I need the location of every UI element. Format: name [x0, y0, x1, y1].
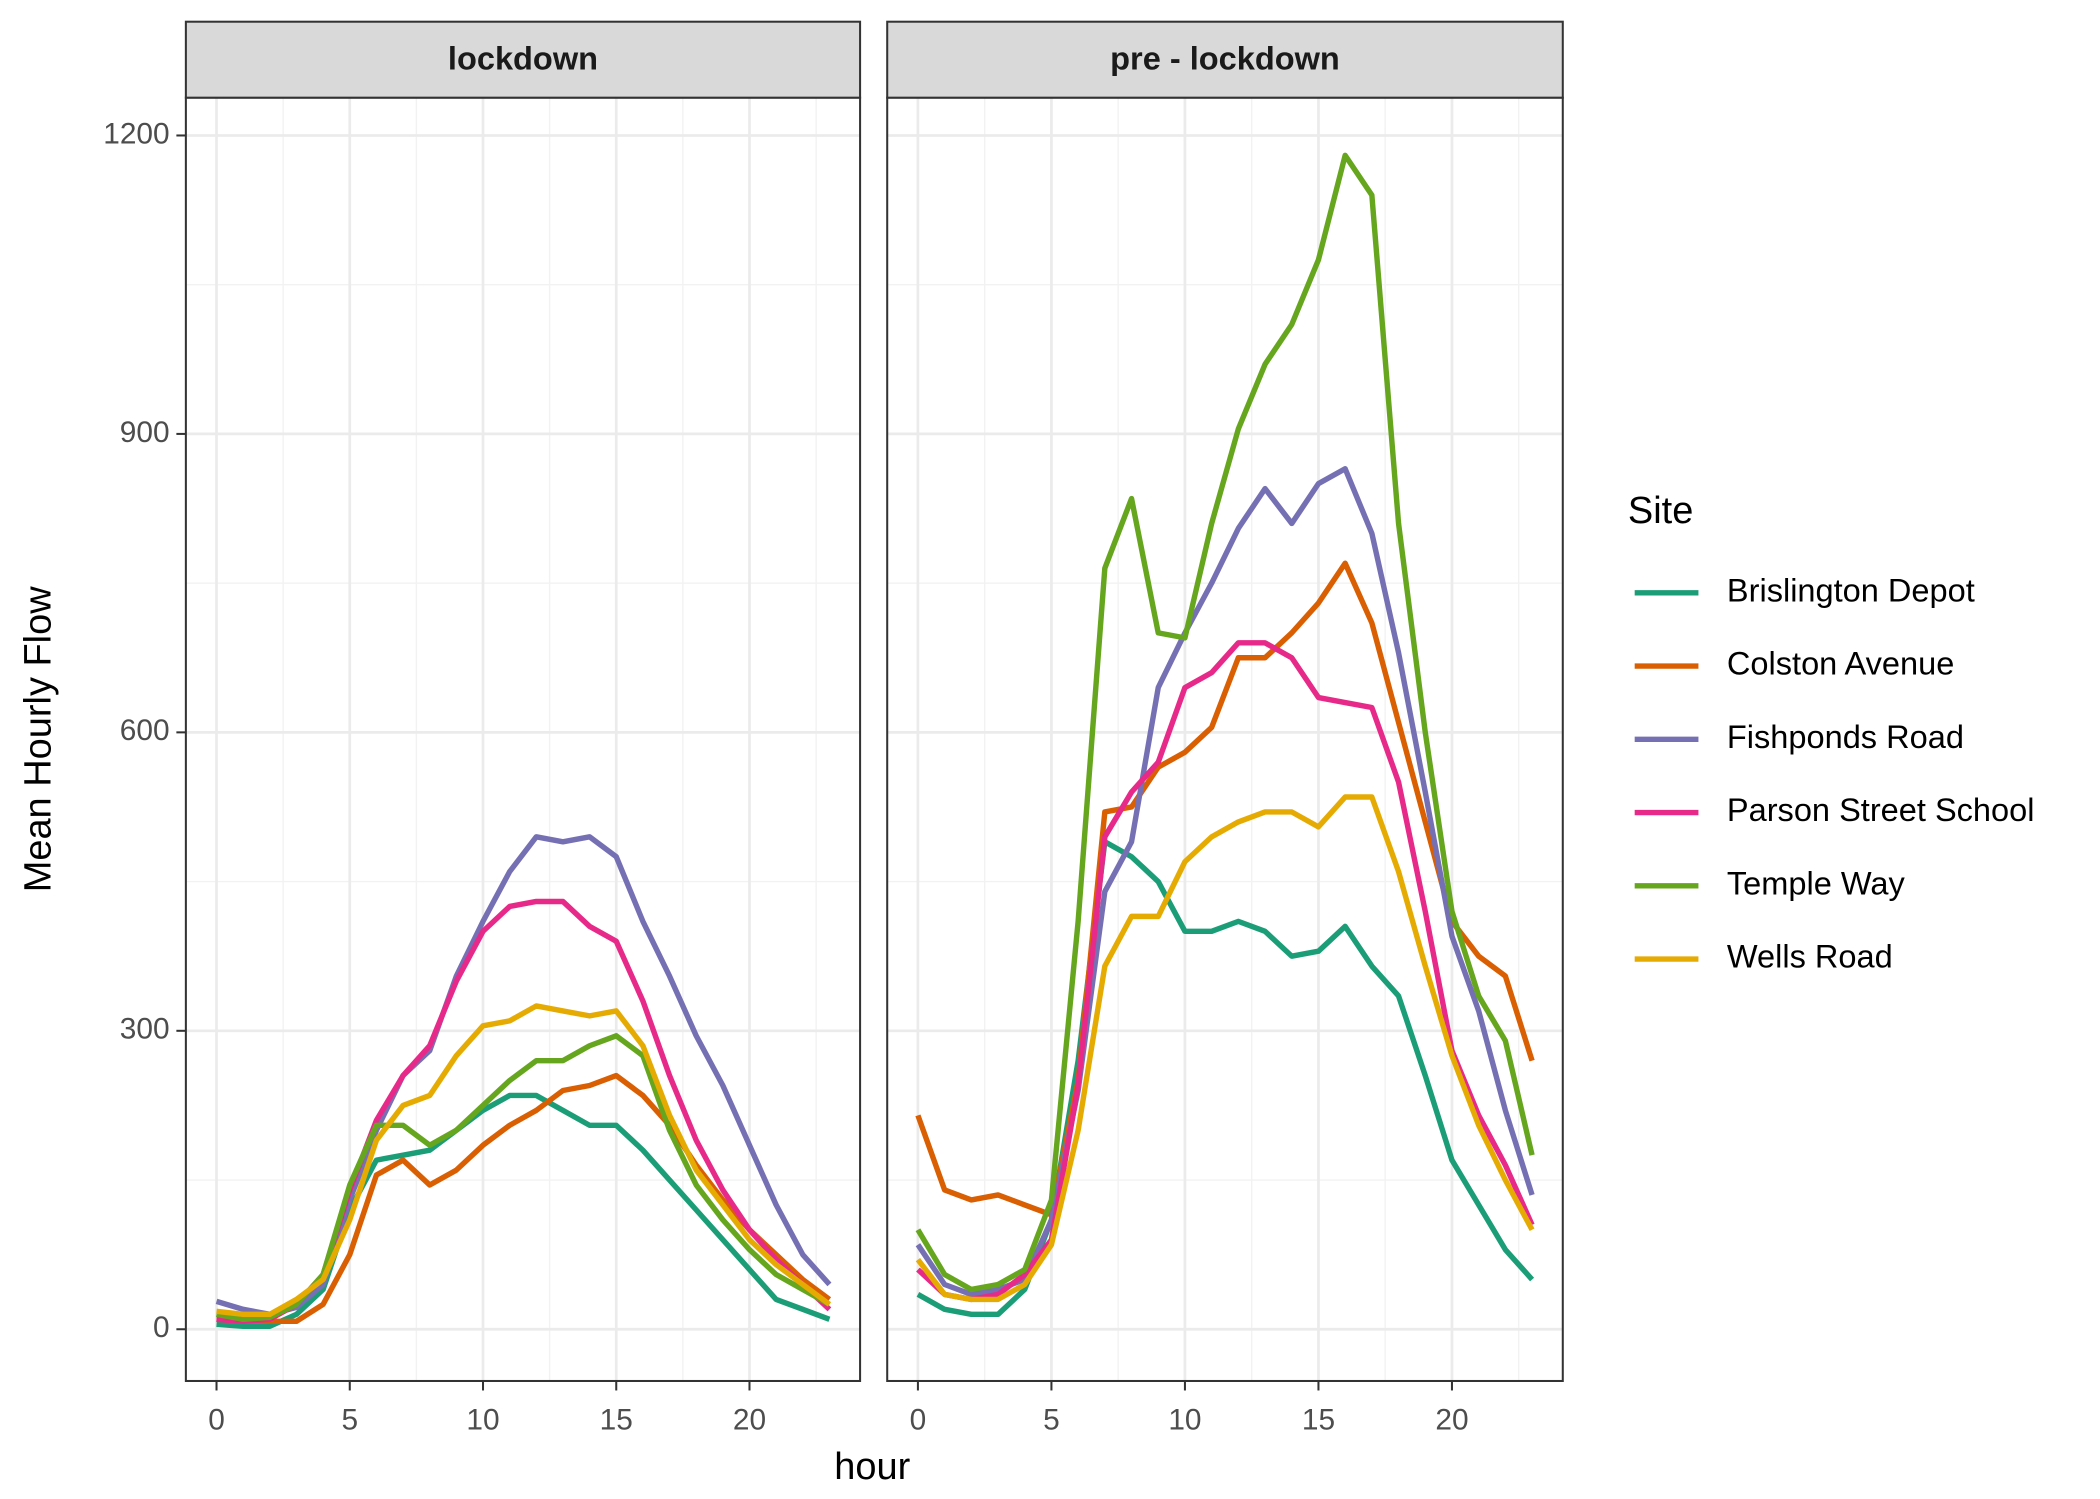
y-tick-label: 600	[120, 714, 170, 747]
legend-label: Wells Road	[1727, 939, 1893, 975]
legend-label: Colston Avenue	[1727, 646, 1954, 682]
y-tick-label: 0	[153, 1311, 170, 1344]
series-line	[216, 1072, 832, 1325]
legend-label: Fishponds Road	[1727, 719, 1964, 755]
legend-label: Temple Way	[1727, 865, 1906, 901]
x-tick-label: 15	[600, 1404, 633, 1437]
y-tick-label: 900	[120, 416, 170, 449]
x-tick-label: 10	[466, 1404, 499, 1437]
series-line	[915, 560, 1535, 1218]
legend-label: Brislington Depot	[1727, 572, 1975, 608]
series-line	[915, 794, 1535, 1303]
facet-strip	[184, 20, 862, 99]
x-tick-label: 0	[208, 1404, 225, 1437]
x-tick-label: 15	[1302, 1404, 1335, 1437]
y-axis-title: Mean Hourly Flow	[18, 586, 60, 893]
series-line	[216, 1092, 831, 1329]
x-tick-label: 10	[1168, 1404, 1201, 1437]
panel-background	[887, 97, 1563, 1381]
x-tick-label: 5	[1043, 1404, 1060, 1437]
legend-label: Parson Street School	[1727, 792, 2035, 828]
facet-title: lockdown	[448, 41, 598, 77]
x-tick-label: 20	[1435, 1404, 1468, 1437]
series-line	[915, 152, 1535, 1293]
series-line	[916, 839, 1535, 1318]
series-line	[215, 834, 832, 1318]
x-axis-title: hour	[834, 1446, 910, 1488]
series-line	[216, 1003, 832, 1318]
y-tick-label: 1200	[103, 117, 169, 150]
panel-background	[185, 97, 861, 1381]
facet-strip	[886, 20, 1564, 99]
x-tick-label: 20	[733, 1404, 766, 1437]
y-tick-label: 300	[120, 1013, 170, 1046]
series-line	[916, 640, 1535, 1303]
x-tick-label: 5	[341, 1404, 358, 1437]
facet-title: pre - lockdown	[1110, 41, 1340, 77]
legend-title: Site	[1628, 490, 1693, 532]
x-tick-label: 0	[910, 1404, 927, 1437]
